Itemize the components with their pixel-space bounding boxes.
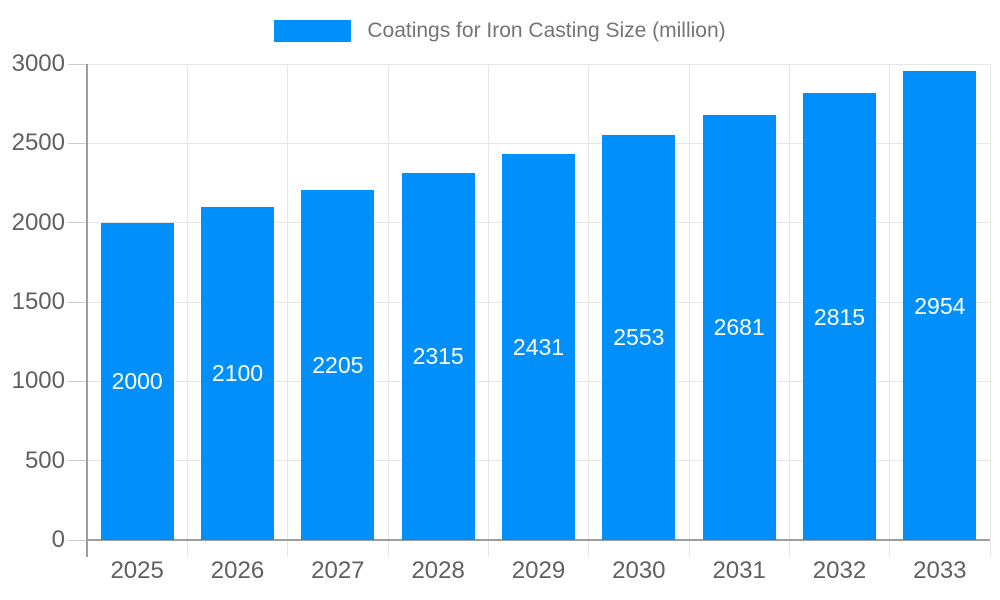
bar	[803, 93, 876, 540]
x-axis-line	[87, 539, 990, 541]
x-gridline	[287, 64, 289, 557]
x-axis-label: 2026	[210, 557, 265, 584]
y-axis-label: 0	[51, 526, 65, 553]
x-axis-label: 2032	[812, 557, 867, 584]
bar	[301, 190, 375, 540]
legend-label: Coatings for Iron Casting Size (million)	[367, 19, 726, 42]
legend-swatch	[274, 20, 352, 42]
x-gridline	[387, 64, 389, 557]
y-axis-line	[86, 64, 88, 557]
bar	[702, 114, 776, 540]
y-axis-label: 2500	[11, 129, 65, 157]
bar-value-label: 2315	[412, 343, 464, 370]
bar-value-label: 2815	[813, 303, 866, 330]
x-gridline	[688, 64, 690, 557]
bar	[401, 172, 475, 540]
y-axis-label: 3000	[11, 50, 65, 77]
x-gridline	[487, 64, 489, 557]
bar-value-label: 2100	[211, 360, 264, 387]
bar	[502, 154, 575, 540]
bar	[602, 134, 676, 540]
x-gridline	[889, 64, 891, 557]
bar	[100, 222, 174, 540]
bar-value-label: 2431	[512, 334, 565, 361]
y-tick	[68, 63, 87, 65]
y-tick	[68, 142, 87, 144]
x-axis-label: 2030	[612, 557, 666, 584]
bar-value-label: 2000	[111, 368, 163, 395]
legend: Coatings for Iron Casting Size (million)	[0, 16, 1000, 46]
bar-value-label: 2681	[713, 314, 765, 341]
y-tick	[68, 539, 87, 541]
y-axis-label: 1500	[11, 288, 65, 315]
y-tick	[68, 460, 87, 462]
y-tick	[68, 380, 87, 382]
x-axis-label: 2031	[712, 557, 766, 584]
x-axis-label: 2033	[913, 557, 967, 584]
y-tick	[68, 222, 87, 224]
x-gridline	[788, 64, 790, 557]
x-axis-label: 2027	[311, 557, 365, 584]
x-gridline	[186, 64, 188, 557]
x-axis-label: 2029	[511, 557, 566, 584]
x-gridline	[588, 64, 590, 557]
bar-value-label: 2553	[613, 324, 665, 351]
y-gridline	[87, 142, 990, 144]
y-tick	[68, 301, 87, 303]
x-gridline	[989, 64, 991, 557]
bar	[903, 71, 977, 540]
bar-value-label: 2954	[914, 292, 966, 319]
y-axis-label: 1000	[11, 367, 65, 395]
bar-value-label: 2205	[312, 352, 364, 379]
y-axis-label: 500	[24, 446, 65, 474]
y-axis-label: 2000	[11, 208, 65, 236]
x-axis-label: 2025	[110, 557, 164, 584]
y-gridline	[87, 63, 990, 65]
x-axis-label: 2028	[411, 557, 465, 584]
bar	[201, 206, 274, 540]
